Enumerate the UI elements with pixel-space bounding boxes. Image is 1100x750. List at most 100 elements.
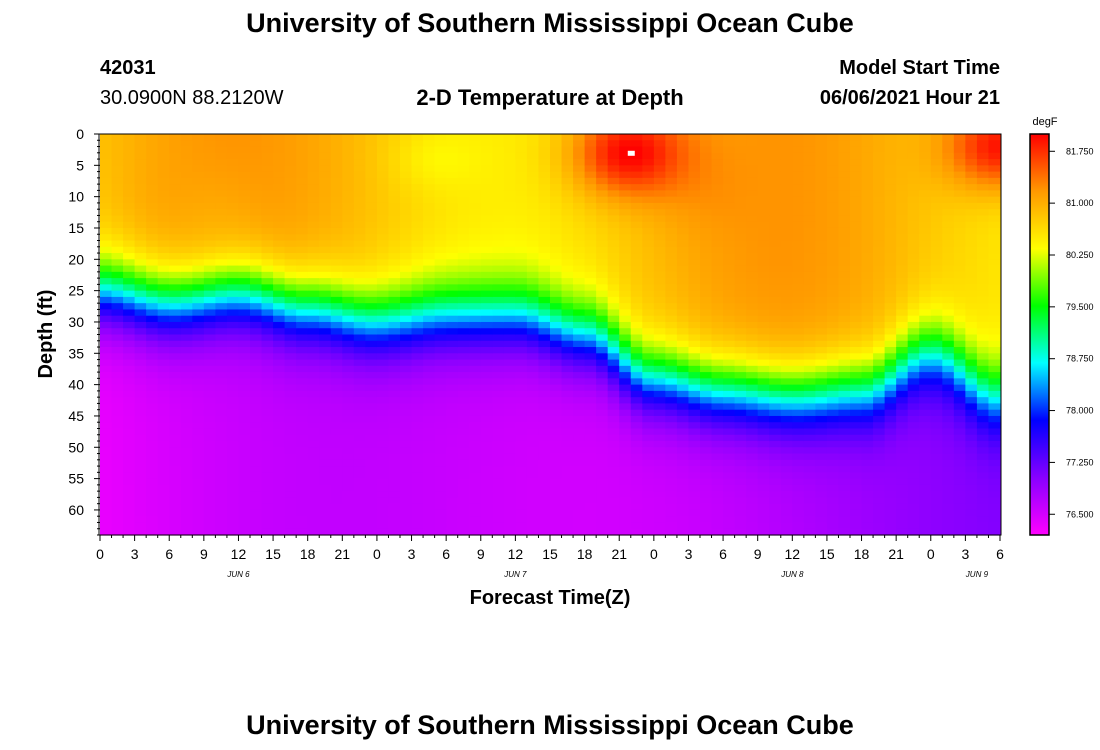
heatmap-cell	[226, 415, 240, 423]
heatmap-cell	[607, 441, 620, 448]
heatmap-cell	[134, 265, 147, 273]
heatmap-cell	[284, 152, 297, 160]
heatmap-cell	[411, 359, 424, 367]
heatmap-cell	[376, 140, 390, 148]
heatmap-cell	[965, 165, 978, 173]
heatmap-cell	[676, 209, 690, 217]
heatmap-cell	[896, 271, 909, 279]
heatmap-cell	[642, 516, 655, 524]
heatmap-cell	[215, 422, 228, 430]
heatmap-cell	[434, 365, 447, 373]
heatmap-cell	[803, 522, 816, 530]
heatmap-cell	[653, 365, 666, 373]
heatmap-cell	[250, 503, 263, 511]
heatmap-cell	[469, 453, 482, 461]
heatmap-cell	[169, 472, 182, 480]
heatmap-cell	[619, 453, 632, 461]
heatmap-cell	[573, 296, 586, 304]
heatmap-cell	[388, 246, 401, 254]
heatmap-cell	[250, 365, 263, 373]
heatmap-cell	[284, 478, 297, 486]
heatmap-cell	[596, 359, 609, 367]
heatmap-cell	[988, 359, 1001, 367]
heatmap-cell	[792, 215, 805, 223]
heatmap-cell	[861, 184, 874, 191]
heatmap-cell	[619, 415, 632, 423]
heatmap-cell	[584, 165, 597, 173]
heatmap-cell	[134, 422, 147, 430]
heatmap-cell	[203, 215, 216, 223]
heatmap-cell	[492, 528, 505, 536]
heatmap-cell	[503, 152, 516, 160]
heatmap-cell	[157, 497, 170, 505]
heatmap-cell	[538, 441, 551, 448]
heatmap-cell	[111, 140, 124, 148]
heatmap-cell	[976, 303, 990, 311]
heatmap-cell	[769, 441, 782, 448]
heatmap-cell	[896, 491, 909, 499]
heatmap-cell	[376, 503, 390, 511]
heatmap-cell	[665, 278, 678, 285]
heatmap-cell	[561, 309, 574, 317]
heatmap-cell	[607, 234, 620, 242]
heatmap-cell	[930, 428, 943, 436]
heatmap-cell	[330, 453, 343, 461]
heatmap-cell	[676, 309, 690, 317]
heatmap-cell	[180, 409, 193, 417]
heatmap-cell	[676, 215, 690, 223]
heatmap-cell	[838, 503, 851, 511]
heatmap-cell	[757, 303, 770, 311]
heatmap-cell	[480, 347, 493, 354]
heatmap-cell	[192, 403, 205, 411]
heatmap-cell	[388, 215, 401, 223]
heatmap-cell	[757, 372, 770, 379]
heatmap-cell	[503, 284, 516, 292]
heatmap-cell	[146, 497, 159, 505]
heatmap-cell	[157, 215, 170, 223]
heatmap-cell	[815, 303, 828, 311]
heatmap-cell	[342, 190, 355, 198]
heatmap-cell	[780, 146, 793, 154]
heatmap-cell	[203, 284, 216, 292]
heatmap-cell	[792, 334, 805, 342]
heatmap-cell	[930, 265, 943, 273]
heatmap-cell	[688, 134, 701, 141]
heatmap-cell	[192, 334, 205, 342]
heatmap-cell	[584, 347, 597, 354]
heatmap-cell	[723, 240, 736, 248]
heatmap-cell	[400, 497, 413, 505]
heatmap-cell	[330, 196, 343, 204]
heatmap-cell	[896, 253, 909, 260]
heatmap-cell	[573, 422, 586, 430]
heatmap-cell	[469, 528, 482, 536]
heatmap-cell	[896, 309, 909, 317]
heatmap-cell	[100, 253, 113, 260]
heatmap-cell	[803, 190, 816, 198]
heatmap-cell	[434, 503, 447, 511]
heatmap-cell	[826, 227, 840, 235]
heatmap-cell	[261, 403, 274, 411]
heatmap-cell	[792, 209, 805, 217]
heatmap-cell	[273, 434, 286, 442]
heatmap-cell	[803, 441, 816, 448]
heatmap-cell	[342, 209, 355, 217]
heatmap-cell	[180, 390, 193, 398]
heatmap-cell	[307, 290, 320, 298]
heatmap-cell	[123, 321, 136, 329]
heatmap-cell	[584, 328, 597, 336]
heatmap-cell	[111, 134, 124, 141]
heatmap-cell	[480, 528, 493, 536]
heatmap-cell	[273, 397, 286, 405]
heatmap-cell	[803, 234, 816, 242]
heatmap-cell	[988, 409, 1001, 417]
heatmap-cell	[261, 466, 274, 473]
heatmap-cell	[596, 159, 609, 166]
heatmap-cell	[457, 340, 470, 348]
heatmap-cell	[861, 202, 874, 210]
heatmap-cell	[261, 265, 274, 273]
heatmap-cell	[411, 528, 424, 536]
heatmap-cell	[273, 271, 286, 279]
heatmap-cell	[930, 196, 943, 204]
heatmap-cell	[965, 372, 978, 379]
heatmap-cell	[515, 140, 528, 148]
